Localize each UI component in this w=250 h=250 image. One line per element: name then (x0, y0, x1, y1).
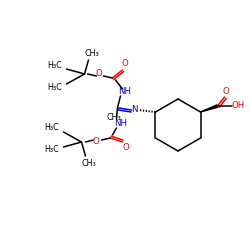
Text: O: O (92, 138, 99, 146)
Text: O: O (222, 88, 229, 96)
Text: OH: OH (232, 100, 245, 110)
Text: H₃C: H₃C (47, 82, 62, 92)
Text: H₃C: H₃C (44, 146, 59, 154)
Text: O: O (122, 142, 129, 152)
Text: CH₃: CH₃ (81, 158, 96, 168)
Text: O: O (95, 70, 102, 78)
Text: H₃C: H₃C (47, 62, 62, 70)
Text: CH₃: CH₃ (84, 48, 99, 58)
Text: N: N (131, 104, 138, 114)
Text: CH₃: CH₃ (106, 112, 121, 122)
Text: H₃C: H₃C (44, 124, 59, 132)
Text: NH: NH (118, 88, 131, 96)
Text: O: O (121, 60, 128, 68)
Polygon shape (200, 105, 218, 112)
Text: NH: NH (114, 120, 127, 128)
